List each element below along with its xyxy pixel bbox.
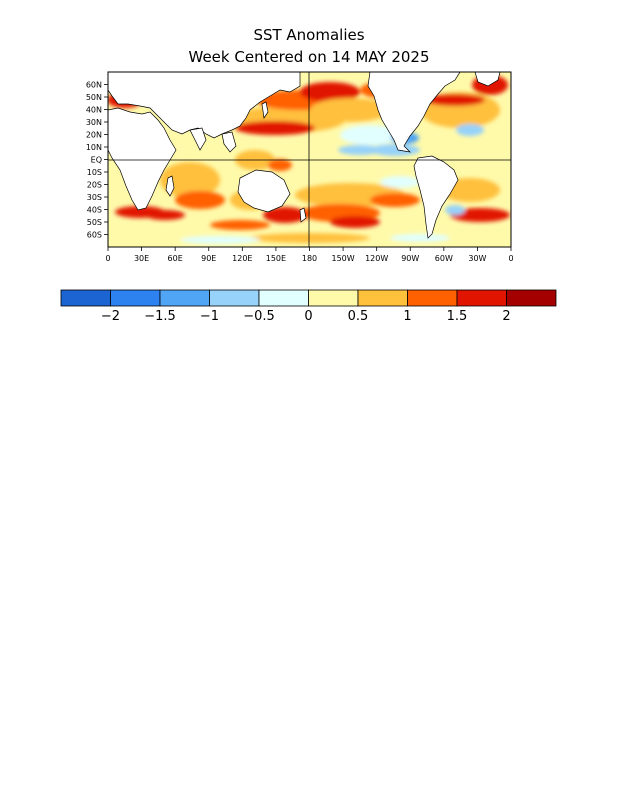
lon-label: 60W [435, 254, 453, 263]
lon-label: 180 [302, 254, 317, 263]
colorbar-swatch [308, 289, 359, 307]
colorbar-label: −0.5 [243, 309, 275, 324]
colorbar-label: 0 [304, 309, 312, 324]
lon-label: 30W [468, 254, 486, 263]
greenland-landmass [474, 72, 501, 87]
colorbar: −2 −1.5 −1 −0.5 0 0.5 1 1.5 2 [60, 289, 557, 324]
colorbar-swatch [258, 289, 309, 307]
lon-label: 150E [266, 254, 286, 263]
lon-label: 0 [105, 254, 110, 263]
colorbar-label: 0.5 [348, 309, 369, 324]
lat-label: 60S [87, 231, 102, 240]
colorbar-label: 2 [502, 309, 510, 324]
eurasia-landmass [108, 72, 301, 139]
colorbar-swatch [159, 289, 210, 307]
lat-label: 30S [87, 193, 102, 202]
lat-label: 50S [87, 218, 102, 227]
lon-label: 120E [232, 254, 252, 263]
lat-label: 20S [87, 181, 102, 190]
india-landmass [189, 127, 207, 151]
lon-label: 30E [134, 254, 149, 263]
land-masses [108, 72, 501, 239]
lat-label: 40S [87, 206, 102, 215]
colorbar-swatch [407, 289, 458, 307]
colorbar-swatch [357, 289, 408, 307]
se-asia-landmass [221, 131, 237, 153]
lat-label: 40N [86, 106, 102, 115]
colorbar-label: 1.5 [447, 309, 468, 324]
lat-label: 20N [86, 131, 102, 140]
madagascar-landmass [165, 175, 175, 197]
map-title: SST Anomalies [253, 26, 365, 44]
lat-label: 30N [86, 118, 102, 127]
north-america-landmass [367, 72, 461, 153]
colorbar-label: −1.5 [144, 309, 176, 324]
colorbar-label: −2 [101, 309, 120, 324]
lon-label: 90E [201, 254, 216, 263]
colorbar-swatch [110, 289, 161, 307]
japan-landmass [261, 101, 269, 119]
anomaly-field [108, 72, 511, 247]
lat-label: 60N [86, 81, 102, 90]
lon-label: 150W [331, 254, 354, 263]
lat-label: 10S [87, 168, 102, 177]
south-america-landmass [413, 155, 459, 239]
new-zealand-landmass [299, 207, 307, 223]
africa-landmass [108, 107, 177, 211]
lat-label: EQ [91, 156, 102, 165]
longitude-axis: 0 30E 60E 90E 120E 150E 180 150W 120W 90W 60W 30W 0 [105, 247, 514, 263]
colorbar-label: −1 [200, 309, 219, 324]
latitude-axis: 60N 50N 40N 30N 20N 10N EQ 10S 20S 30S 40S 50S 60S [86, 81, 108, 240]
colorbar-swatch [506, 289, 557, 307]
lat-label: 50N [86, 93, 102, 102]
colorbar-swatch [456, 289, 507, 307]
lon-label: 90W [401, 254, 419, 263]
colorbar-swatch [60, 289, 111, 307]
map-subtitle: Week Centered on 14 MAY 2025 [188, 48, 430, 66]
australia-landmass [237, 169, 291, 213]
lon-label: 60E [168, 254, 183, 263]
colorbar-swatch [209, 289, 260, 307]
lon-label: 0 [508, 254, 513, 263]
lat-label: 10N [86, 143, 102, 152]
lon-label: 120W [365, 254, 388, 263]
colorbar-label: 1 [403, 309, 411, 324]
